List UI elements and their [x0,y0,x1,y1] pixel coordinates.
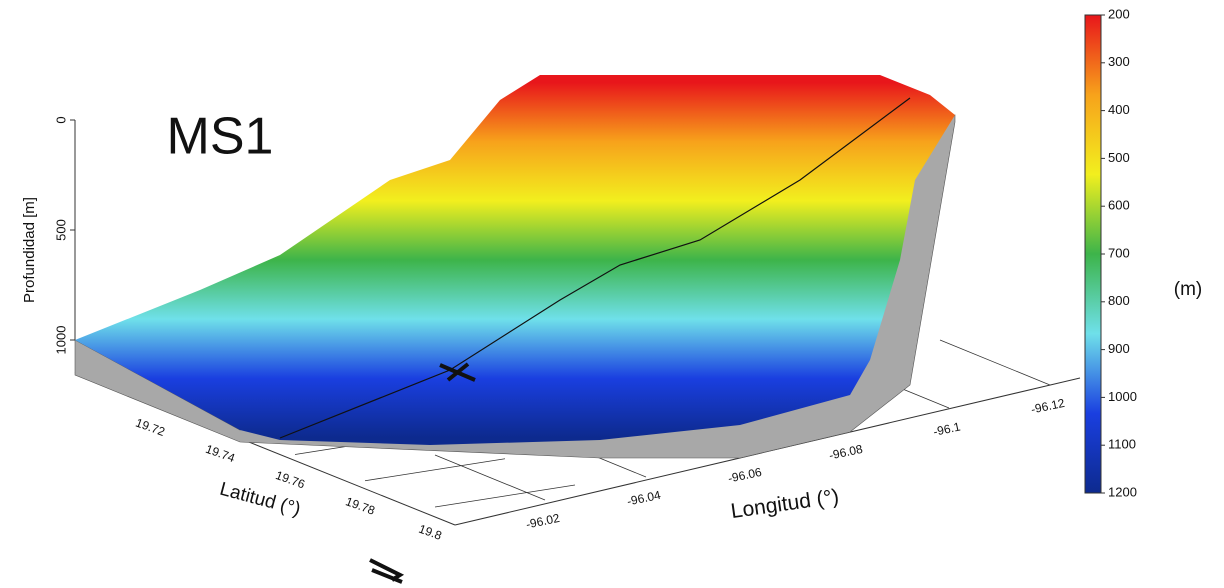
chart: MS1 Profundidad [m] Latitud (°) Longitud… [0,0,1224,588]
colorbar-tick-label: 1200 [1108,484,1137,499]
chart-title: MS1 [167,108,274,166]
x-grid-line [435,485,575,507]
y-tick-label: -96.1 [932,419,962,438]
z-tick-label: 0 [53,116,68,123]
colorbar-tick-label: 500 [1108,150,1130,165]
y-tick-label: -96.08 [828,442,865,463]
z-tick-label: 1000 [53,326,68,355]
x-tick-label: 19.72 [134,416,167,440]
x-grid-line [365,459,505,481]
colorbar-tick-label: 300 [1108,54,1130,69]
colorbar [1085,15,1101,493]
y-tick-label: -96.06 [727,465,764,486]
x-tick-label: 19.8 [417,522,444,543]
x-tick-label: 19.78 [344,494,377,518]
north-arrow [370,560,402,582]
colorbar-tick-label: 1100 [1108,437,1136,452]
colorbar-label: (m) [1174,279,1202,300]
colorbar-tick-label: 700 [1108,245,1130,260]
colorbar-tick-label: 400 [1108,102,1130,117]
y-grid-line [940,340,1050,385]
colorbar-tick-label: 900 [1108,341,1130,356]
x-tick-label: 19.76 [274,468,307,492]
colorbar-tick-label: 200 [1108,6,1130,21]
y-axis-label: Longitud (°) [729,485,840,523]
y-tick-label: -96.04 [626,488,663,509]
x-tick-label: 19.74 [204,442,237,466]
z-tick-label: 500 [53,219,68,241]
colorbar-tick-label: 600 [1108,198,1130,213]
y-tick-label: -96.12 [1030,396,1067,417]
colorbar-tick-label: 1000 [1108,389,1137,404]
colorbar-tick-label: 800 [1108,293,1130,308]
z-axis-label: Profundidad [m] [21,197,38,303]
y-tick-label: -96.02 [525,511,562,532]
y-grid-line [435,455,545,500]
